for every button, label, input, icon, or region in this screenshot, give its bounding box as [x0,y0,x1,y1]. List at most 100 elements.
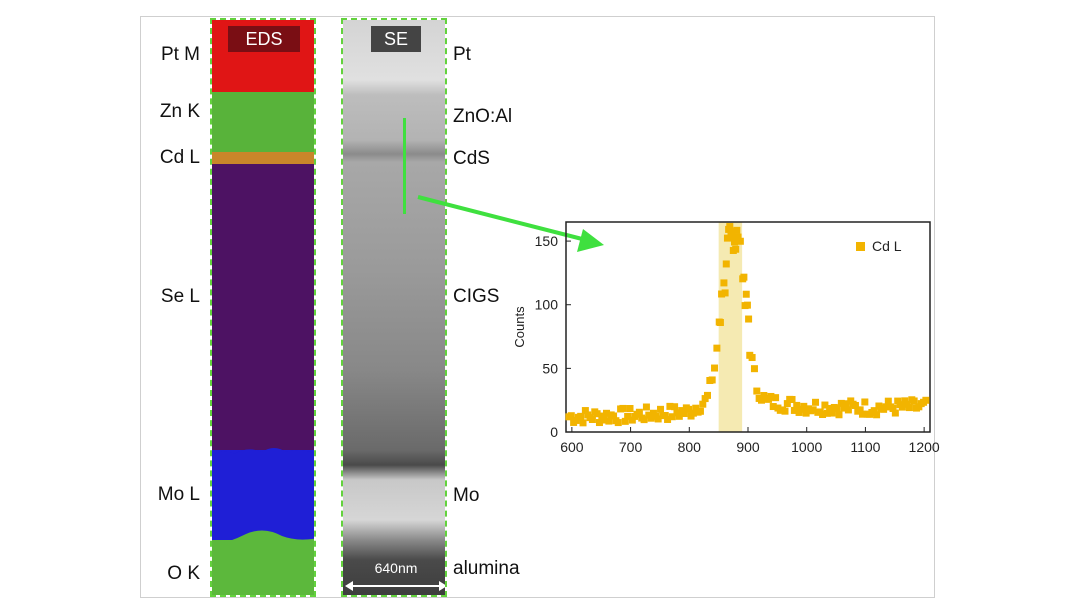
data-point [802,409,810,417]
data-point [720,279,728,287]
data-point [703,391,711,399]
data-point [788,395,796,403]
data-point [748,354,756,362]
data-point [873,411,881,419]
eds-tag: EDS [228,26,300,52]
label-cd-l: Cd L [159,147,200,168]
x-tick-label: 1200 [909,439,940,455]
data-point [730,238,738,246]
data-point [905,404,913,412]
data-point [671,403,679,411]
data-point [842,400,850,408]
label-pt-m: Pt M [160,44,200,65]
data-point [800,402,808,410]
data-point [812,398,820,406]
data-point [577,412,585,420]
data-point [614,419,622,427]
data-point [870,407,878,415]
data-point [722,260,730,268]
data-point [581,407,589,415]
data-point [718,290,726,298]
data-point [769,403,777,411]
data-point [657,405,665,413]
label-mo-l: Mo L [157,484,200,505]
data-point [858,410,866,418]
data-point [595,419,603,427]
data-point [742,290,750,298]
y-tick-label: 50 [542,360,558,376]
y-tick-label: 0 [550,424,558,440]
linescan-line [403,118,406,214]
y-tick-label: 150 [535,233,559,249]
chart-svg: 600 700 800 900 1000 1100 1200 0 50 100 150 Counts C… [512,221,940,455]
eds-map: EDS [210,18,316,597]
label-se-l: Se L [160,286,200,307]
data-point [922,396,930,404]
data-point [732,245,740,253]
data-point [600,416,608,424]
data-point [758,396,766,404]
se-tag: SE [371,26,421,52]
data-point [745,315,753,323]
y-axis-label: Counts [512,306,527,348]
data-point [685,405,693,413]
layer-cd-orange [212,152,314,166]
data-point [567,412,575,420]
data-point [781,407,789,415]
data-point [844,406,852,414]
data-point [736,237,744,245]
label-alumina: alumina [453,558,520,579]
data-point [733,226,741,234]
x-tick-label: 1000 [791,439,822,455]
data-point [723,234,731,242]
data-point [692,404,700,412]
data-point [721,289,729,297]
data-point [743,301,751,309]
data-point [835,411,843,419]
data-point [699,400,707,408]
data-point [579,419,587,427]
data-point [894,397,902,405]
data-point [621,417,629,425]
o-boundary-top [212,530,314,550]
label-znoal: ZnO:Al [453,106,513,127]
data-point [753,387,761,395]
x-tick-label: 600 [560,439,584,455]
figure-frame [140,16,935,598]
data-point [716,319,724,327]
data-point [642,403,650,411]
data-point [680,409,688,417]
data-point [647,414,655,422]
data-point [884,397,892,405]
legend-marker [856,242,865,251]
data-point [675,412,683,420]
data-point [809,406,817,414]
data-point [833,404,841,412]
data-point [726,223,734,231]
data-point [668,413,676,421]
data-point [772,394,780,402]
data-point [610,412,618,420]
mo-boundary-top [212,448,314,470]
data-point [593,410,601,418]
highlight-band [718,222,743,432]
data-point [603,409,611,417]
data-point [628,416,636,424]
label-pt: Pt [453,44,471,65]
data-point [898,403,906,411]
se-image: SE 640nm [341,18,447,597]
cd-linescan-chart: 600 700 800 900 1000 1100 1200 0 50 100 150 Counts C… [508,218,940,464]
data-point [689,409,697,417]
data-point [696,407,704,415]
x-tick-label: 900 [736,439,760,455]
data-point [783,400,791,408]
label-o-k: O K [167,563,200,584]
data-point [819,411,827,419]
data-point [640,416,648,424]
data-point [734,233,742,241]
data-point [728,233,736,241]
data-point [740,273,748,281]
data-point [793,401,801,409]
label-cds: CdS [453,148,490,169]
